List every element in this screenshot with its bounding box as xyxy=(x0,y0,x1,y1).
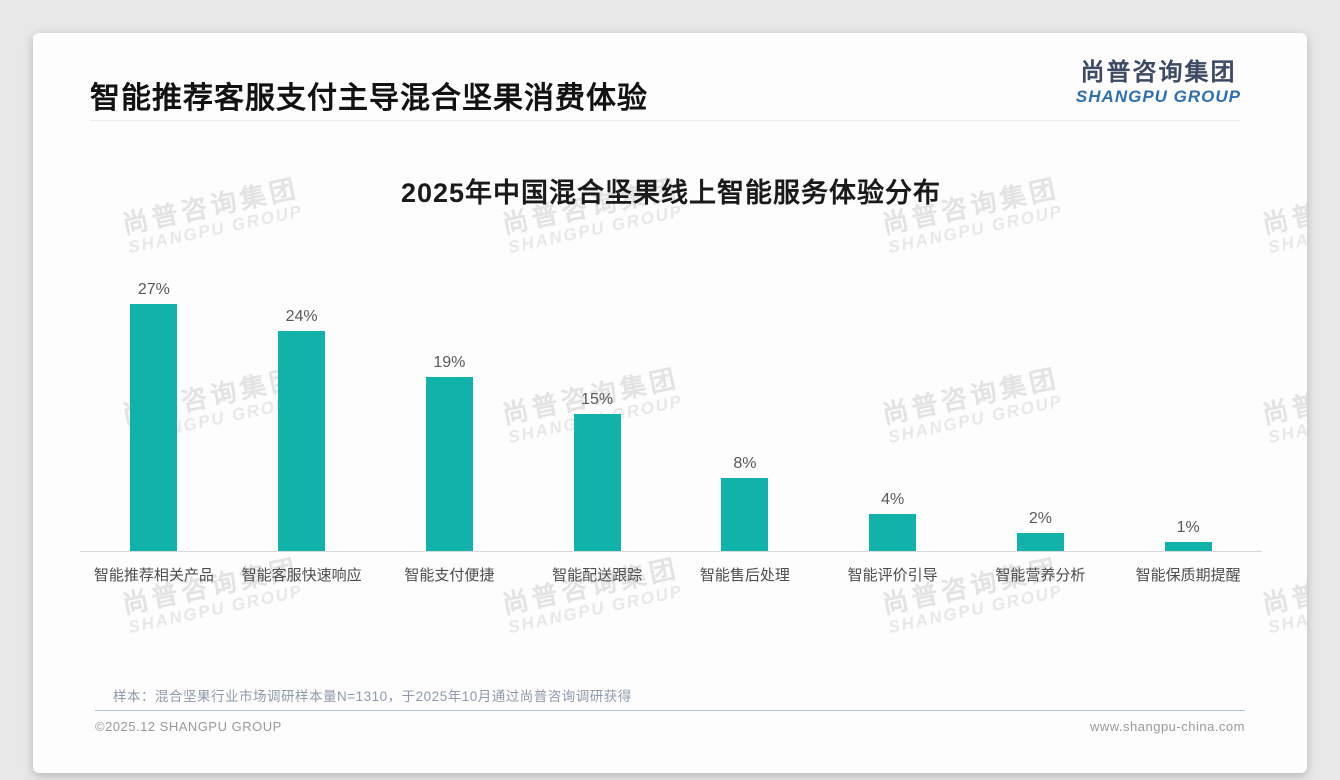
bar-value-label: 19% xyxy=(433,354,466,371)
bar xyxy=(573,414,621,551)
slide-card: 尚普咨询集团 SHANGPU GROUP 尚普咨询集团 SHANGPU GROUP 尚普… xyxy=(33,33,1307,773)
company-logo: 尚普咨询集团 SHANGPU GROUP xyxy=(1075,59,1241,108)
category-label: 智能支付便捷 xyxy=(404,567,495,584)
bar xyxy=(425,377,473,551)
bar xyxy=(1016,533,1064,551)
bar-value-label: 24% xyxy=(285,308,318,325)
bar-value-label: 1% xyxy=(1176,519,1200,536)
category-label: 智能评价引导 xyxy=(847,567,938,584)
x-axis-category-labels: 智能推荐相关产品 智能客服快速响应 智能支付便捷 智能配送跟踪 智能售后处理 智能评价引导… xyxy=(80,567,1262,585)
bar-slot: 2% xyxy=(967,511,1115,551)
bar xyxy=(278,331,326,551)
bar-slot: 27% xyxy=(80,282,228,551)
category-label: 智能推荐相关产品 xyxy=(93,567,214,584)
category-label: 智能营养分析 xyxy=(995,567,1086,584)
website-url: www.shangpu-china.com xyxy=(1089,719,1245,734)
logo-chinese-name: 尚普咨询集团 xyxy=(1080,59,1237,86)
logo-english-name: SHANGPU GROUP xyxy=(1075,87,1241,107)
bar xyxy=(869,514,917,551)
bar xyxy=(721,478,769,551)
bar-slot: 1% xyxy=(1114,520,1262,551)
title-divider xyxy=(90,120,1240,121)
category-label: 智能客服快速响应 xyxy=(241,567,362,584)
category-label: 智能保质期提醒 xyxy=(1135,567,1241,584)
footer: ©2025.12 SHANGPU GROUP www.shangpu-china… xyxy=(95,719,1245,734)
bar-chart-plot-area: 27% 24% 19% 15% 8% 4% 2% 1% xyxy=(80,273,1262,551)
bar-slot: 19% xyxy=(376,355,524,551)
page-title: 智能推荐客服支付主导混合坚果消费体验 xyxy=(90,82,648,115)
bar-slot: 8% xyxy=(671,456,819,551)
bar-value-label: 4% xyxy=(881,491,905,508)
copyright-text: ©2025.12 SHANGPU GROUP xyxy=(95,719,282,734)
bar xyxy=(1164,542,1212,551)
bar-slot: 4% xyxy=(819,492,967,551)
bar-slot: 15% xyxy=(523,392,671,551)
bar xyxy=(130,304,178,551)
bar-value-label: 2% xyxy=(1028,510,1052,527)
sample-note: 样本：混合坚果行业市场调研样本量N=1310，于2025年10月通过尚普咨询调研… xyxy=(113,689,632,704)
bar-value-label: 15% xyxy=(581,391,614,408)
bar-slot: 24% xyxy=(228,309,376,551)
x-axis-line xyxy=(80,551,1262,552)
bar-value-label: 8% xyxy=(733,455,757,472)
category-label: 智能配送跟踪 xyxy=(552,567,643,584)
chart-title: 2025年中国混合坚果线上智能服务体验分布 xyxy=(400,178,942,208)
footer-divider xyxy=(95,710,1245,711)
category-label: 智能售后处理 xyxy=(699,567,790,584)
bar-value-label: 27% xyxy=(137,281,170,298)
